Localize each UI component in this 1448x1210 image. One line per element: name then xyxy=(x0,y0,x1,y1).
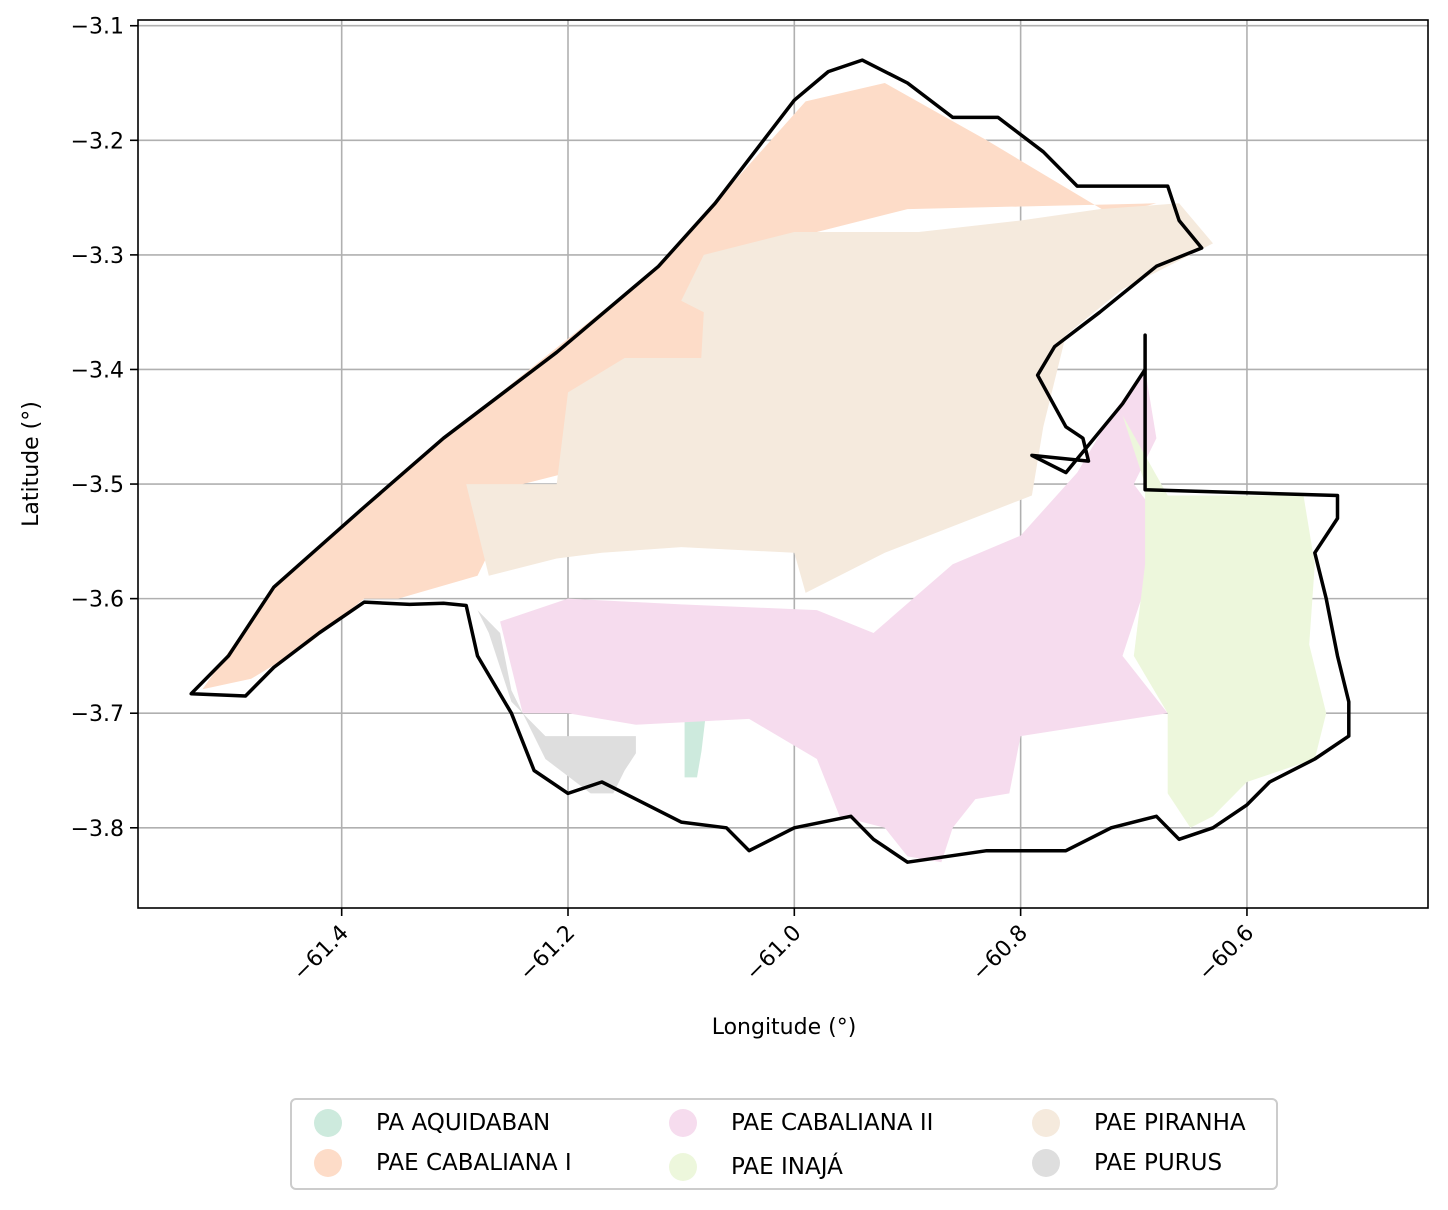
legend-item-pae-inaja: PAE INAJÁ xyxy=(669,1152,843,1182)
region-pae-purus xyxy=(477,610,636,794)
legend-marker-icon xyxy=(314,1109,342,1137)
legend-marker-icon xyxy=(669,1109,697,1137)
legend-item-pae-purus: PAE PURUS xyxy=(1032,1148,1222,1178)
legend-label: PAE CABALIANA II xyxy=(731,1110,934,1136)
legend-marker-icon xyxy=(669,1153,697,1181)
legend-label: PAE CABALIANA I xyxy=(376,1150,572,1176)
region-pae-cabaliana-ii xyxy=(500,369,1168,863)
boundary-line xyxy=(189,58,1351,864)
legend: PA AQUIDABAN PAE CABALIANA I PAE CABALIA… xyxy=(290,1098,1278,1190)
municipality-boundary xyxy=(189,58,1351,864)
y-tick-label: −3.4 xyxy=(71,358,124,383)
x-tick-label: −61.4 xyxy=(289,921,354,986)
y-axis-label: Latitude (°) xyxy=(19,401,44,527)
y-tick-label: −3.6 xyxy=(71,588,124,613)
y-tick-label: −3.1 xyxy=(71,15,124,40)
x-tick-label: −61.0 xyxy=(741,921,806,986)
plot-frame xyxy=(137,19,1429,909)
region-pae-piranha xyxy=(466,203,1213,593)
legend-marker-icon xyxy=(314,1149,342,1177)
y-tick-label: −3.2 xyxy=(71,129,124,154)
x-tick-label: −60.6 xyxy=(1194,921,1259,986)
legend-item-pa-aquidaban: PA AQUIDABAN xyxy=(314,1108,550,1138)
region-pae-inaj- xyxy=(1122,415,1327,828)
legend-label: PA AQUIDABAN xyxy=(376,1110,551,1136)
y-tick-label: −3.8 xyxy=(71,817,124,842)
x-tick-label: −61.2 xyxy=(515,921,580,986)
legend-label: PAE INAJÁ xyxy=(731,1154,843,1180)
legend-label: PAE PURUS xyxy=(1094,1150,1223,1176)
x-axis-label: Longitude (°) xyxy=(712,1015,857,1040)
legend-item-pae-cabaliana-i: PAE CABALIANA I xyxy=(314,1148,572,1178)
legend-label: PAE PIRANHA xyxy=(1094,1110,1246,1136)
y-tick-label: −3.5 xyxy=(71,473,124,498)
map-regions xyxy=(202,83,1327,863)
legend-marker-icon xyxy=(1032,1149,1060,1177)
y-tick-label: −3.7 xyxy=(71,702,124,727)
x-tick-label: −60.8 xyxy=(968,921,1033,986)
y-tick-label: −3.3 xyxy=(71,244,124,269)
legend-marker-icon xyxy=(1032,1109,1060,1137)
legend-item-pae-cabaliana-ii: PAE CABALIANA II xyxy=(669,1108,933,1138)
legend-item-pae-piranha: PAE PIRANHA xyxy=(1032,1108,1246,1138)
